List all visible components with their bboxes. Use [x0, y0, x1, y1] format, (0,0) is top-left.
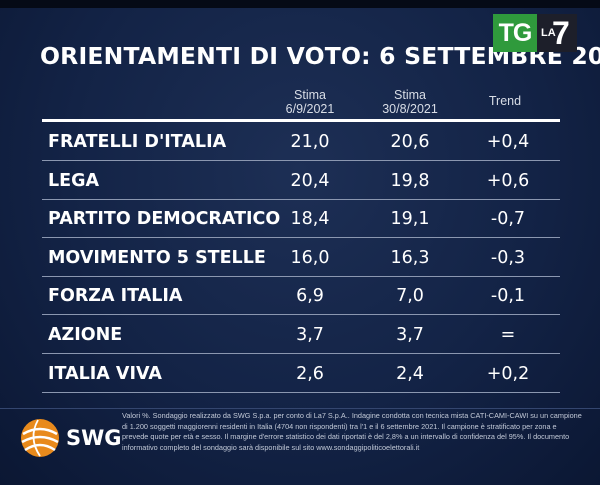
column-header-current-line2: 6/9/2021: [285, 102, 335, 116]
value-current: 21,0: [290, 132, 330, 152]
party-name: LEGA: [48, 170, 100, 191]
footer-divider: [0, 408, 600, 409]
header-divider: [42, 119, 560, 122]
value-trend: -0,3: [490, 247, 526, 268]
table-row: PARTITO DEMOCRATICO 18,4 19,1 -0,7: [42, 200, 560, 239]
row-separator: [42, 314, 560, 316]
table-row: ITALIA VIVA 2,6 2,4 +0,2: [42, 355, 560, 393]
party-name: AZIONE: [48, 325, 123, 345]
row-separator: [42, 237, 560, 239]
value-previous: 20,6: [390, 132, 430, 152]
swg-logo: SWG: [18, 416, 122, 460]
party-name: PARTITO DEMOCRATICO: [48, 209, 281, 230]
column-header-previous-line2: 30/8/2021: [382, 102, 438, 116]
methodology-note: Valori %. Sondaggio realizzato da SWG S.…: [122, 411, 582, 452]
swg-globe-icon: [21, 419, 59, 457]
value-previous: 19,8: [390, 170, 430, 191]
logo-la: LA: [541, 27, 556, 39]
value-previous: 2,4: [396, 363, 424, 384]
value-previous: 16,3: [390, 247, 430, 268]
row-separator: [42, 353, 560, 354]
column-header-current-line1: Stima: [294, 88, 326, 102]
party-name: FORZA ITALIA: [48, 286, 183, 307]
table-row: FORZA ITALIA 6,9 7,0 -0,1: [42, 277, 560, 316]
row-separator: [42, 275, 560, 277]
value-trend: =: [500, 325, 516, 345]
value-current: 18,4: [290, 209, 330, 230]
value-current: 16,0: [290, 247, 330, 268]
column-header-current: Stima 6/9/2021: [270, 88, 350, 116]
value-trend: +0,4: [486, 132, 530, 152]
value-current: 2,6: [296, 363, 324, 384]
row-separator: [42, 160, 560, 161]
party-name: MOVIMENTO 5 STELLE: [48, 247, 266, 268]
table-row: LEGA 20,4 19,8 +0,6: [42, 162, 560, 200]
logo-la7: LA 7: [537, 14, 577, 52]
value-trend: -0,7: [490, 209, 526, 230]
value-previous: 7,0: [396, 286, 424, 307]
value-current: 3,7: [296, 325, 324, 345]
party-name: ITALIA VIVA: [48, 363, 162, 384]
row-separator: [42, 198, 560, 200]
table-row: AZIONE 3,7 3,7 =: [42, 316, 560, 354]
value-trend: +0,6: [486, 170, 530, 191]
column-header-trend: Trend: [470, 94, 540, 108]
value-previous: 3,7: [396, 325, 424, 345]
value-trend: +0,2: [486, 363, 530, 384]
swg-brand-text: SWG: [66, 426, 122, 450]
tg-la7-logo: TG LA 7: [493, 14, 577, 52]
column-header-previous: Stima 30/8/2021: [365, 88, 455, 116]
value-trend: -0,1: [490, 286, 526, 307]
logo-seven: 7: [552, 15, 570, 51]
value-current: 6,9: [296, 286, 324, 307]
row-separator: [42, 391, 560, 393]
column-header-trend-label: Trend: [488, 94, 522, 108]
logo-tg: TG: [493, 14, 537, 52]
table-row: MOVIMENTO 5 STELLE 16,0 16,3 -0,3: [42, 239, 560, 277]
value-previous: 19,1: [390, 209, 430, 230]
table-row: FRATELLI D'ITALIA 21,0 20,6 +0,4: [42, 123, 560, 161]
column-header-previous-line1: Stima: [394, 88, 426, 102]
party-name: FRATELLI D'ITALIA: [48, 132, 227, 152]
top-frame-bar: [0, 0, 600, 8]
value-current: 20,4: [290, 170, 330, 191]
